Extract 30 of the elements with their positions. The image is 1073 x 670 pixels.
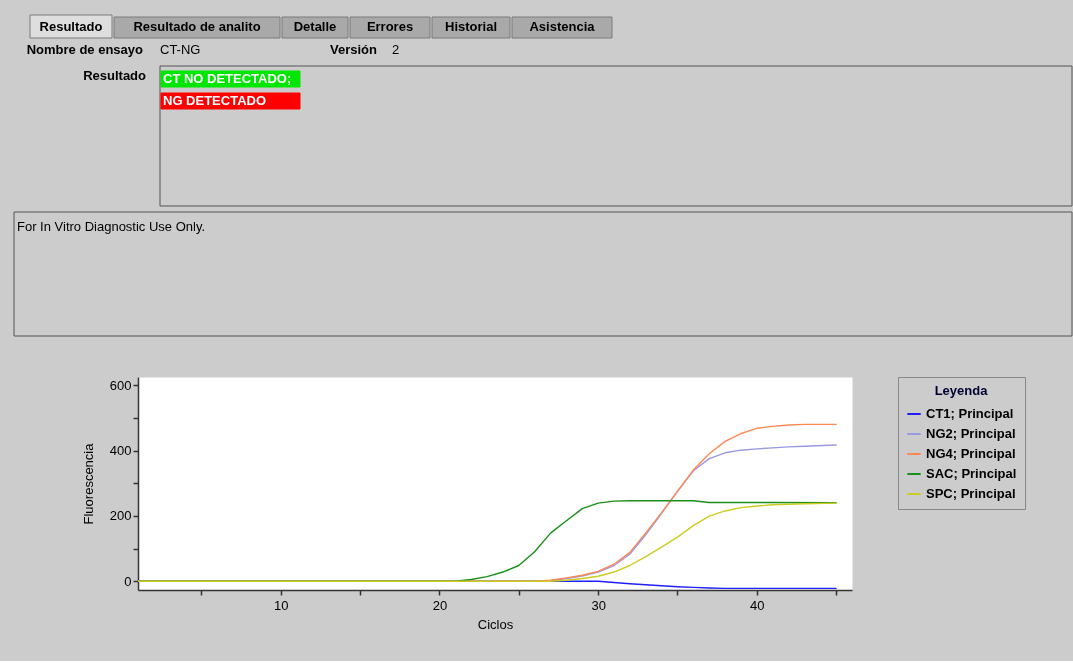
x-tick-label: 10 bbox=[274, 597, 289, 613]
text: CT-NG bbox=[160, 42, 201, 57]
text: Resultado de analito bbox=[133, 19, 261, 34]
text: Resultado bbox=[83, 68, 147, 83]
text: For In Vitro Diagnostic Use Only. bbox=[17, 219, 206, 234]
y-axis-title: Fluorescencia bbox=[80, 442, 96, 525]
legend-label: CT1; Principal bbox=[926, 406, 1014, 421]
legend-label: NG2; Principal bbox=[926, 426, 1016, 441]
text: CT NO DETECTADO; bbox=[163, 71, 292, 86]
x-tick-label: 30 bbox=[591, 597, 606, 613]
text: Nombre de ensayo bbox=[26, 42, 144, 57]
legend-label: SPC; Principal bbox=[926, 486, 1016, 501]
text: Errores bbox=[366, 19, 414, 34]
legend-label: SAC; Principal bbox=[926, 466, 1017, 481]
x-tick-label: 40 bbox=[750, 597, 765, 613]
y-tick-label: 0 bbox=[124, 573, 132, 589]
text: 2 bbox=[392, 42, 400, 57]
legend-title: Leyenda bbox=[934, 383, 989, 398]
text: Versión bbox=[330, 42, 378, 57]
text: NG DETECTADO bbox=[163, 93, 267, 108]
x-axis-title: Ciclos bbox=[477, 616, 514, 632]
x-tick-label: 20 bbox=[432, 597, 448, 613]
y-tick-label: 200 bbox=[109, 508, 132, 524]
text: Detalle bbox=[293, 19, 337, 34]
y-tick-label: 400 bbox=[109, 443, 132, 458]
text: Resultado bbox=[39, 19, 103, 34]
legend-label: NG4; Principal bbox=[926, 446, 1016, 461]
text: Asistencia bbox=[529, 19, 596, 34]
y-tick-label: 600 bbox=[109, 377, 132, 393]
text: Historial bbox=[444, 19, 498, 34]
